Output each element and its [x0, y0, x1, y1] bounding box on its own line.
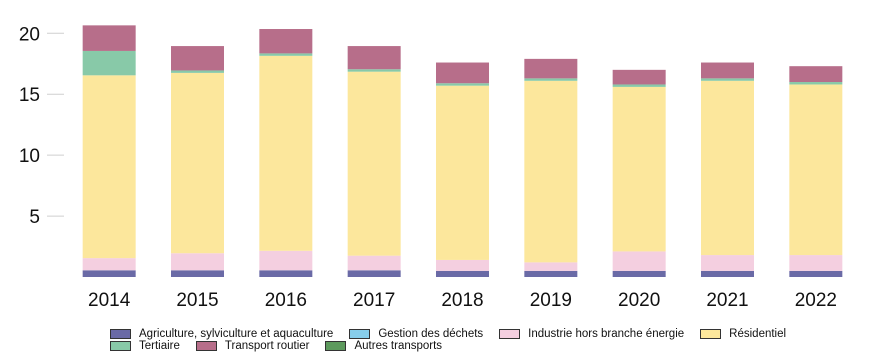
bar-stack-2021	[701, 62, 754, 277]
bar-segment[interactable]	[259, 250, 313, 271]
bar-segment[interactable]	[524, 262, 578, 271]
bar-segment[interactable]	[701, 255, 754, 271]
legend-item-industrie[interactable]: Industrie hors branche énergie	[499, 328, 684, 340]
legend-label-tertiaire: Tertiaire	[139, 340, 180, 352]
bar-segment[interactable]	[524, 270, 578, 277]
legend-item-dechets[interactable]: Gestion des déchets	[349, 328, 483, 340]
y-tick-label: 15	[19, 85, 40, 106]
bar-segment[interactable]	[701, 62, 754, 79]
legend-swatch-transport-routier	[195, 341, 217, 351]
bar-segment[interactable]	[171, 46, 224, 71]
bar-stack-2022	[789, 66, 843, 277]
legend-label-residentiel: Résidentiel	[729, 328, 787, 340]
legend-swatch-industrie	[499, 329, 521, 339]
bar-segment[interactable]	[612, 84, 666, 87]
y-tick-label: 10	[19, 146, 40, 167]
legend-label-industrie: Industrie hors branche énergie	[528, 328, 685, 340]
legend-swatch-agriculture	[110, 329, 131, 339]
bar-stack-2018	[436, 62, 489, 277]
bar-stack-2017	[347, 46, 401, 277]
legend-row-2: Tertiaire Transport routier Autres trans…	[110, 340, 870, 352]
bar-segment[interactable]	[701, 270, 754, 277]
bar-segment[interactable]	[82, 75, 136, 259]
bar-segment[interactable]	[789, 66, 843, 83]
bar-segment[interactable]	[701, 78, 754, 81]
x-tick-label: 2014	[88, 290, 131, 311]
legend-swatch-dechets	[349, 329, 371, 339]
legend-label-transport-routier: Transport routier	[224, 340, 310, 352]
x-tick-label: 2016	[265, 290, 307, 311]
x-tick-label: 2017	[353, 290, 395, 311]
bar-segment[interactable]	[612, 69, 666, 85]
bar-segment[interactable]	[82, 258, 136, 271]
bar-segment[interactable]	[259, 270, 313, 277]
legend-label-dechets: Gestion des déchets	[378, 328, 484, 340]
bar-stack-2015	[171, 46, 224, 277]
legend-swatch-autres-transports	[325, 341, 347, 351]
bar-segment[interactable]	[171, 270, 224, 277]
bar-segment[interactable]	[347, 46, 401, 70]
legend: Agriculture, sylviculture et aquaculture…	[110, 328, 870, 352]
legend-item-tertiaire[interactable]: Tertiaire	[110, 340, 180, 352]
stacked-bar-chart: 5 10 15 20 2014 2015 2016 2017 2018 2019 2020 2021…	[19, 24, 843, 311]
x-tick-label: 2019	[530, 290, 572, 311]
bar-segment[interactable]	[259, 29, 313, 54]
legend-swatch-tertiaire	[110, 341, 131, 351]
bar-segment[interactable]	[171, 253, 224, 271]
legend-label-agriculture: Agriculture, sylviculture et aquaculture	[139, 328, 334, 340]
bar-segment[interactable]	[789, 82, 843, 85]
legend-item-residentiel[interactable]: Résidentiel	[700, 328, 786, 340]
legend-label-autres-transports: Autres transports	[354, 340, 443, 352]
bar-segment[interactable]	[436, 83, 489, 86]
bar-segment[interactable]	[612, 270, 666, 277]
bar-segment[interactable]	[436, 85, 489, 260]
bar-segment[interactable]	[259, 55, 313, 251]
bar-segment[interactable]	[612, 251, 666, 271]
legend-item-agriculture[interactable]: Agriculture, sylviculture et aquaculture	[110, 328, 333, 340]
legend-item-transport-routier[interactable]: Transport routier	[195, 340, 310, 352]
bar-segment[interactable]	[82, 270, 136, 277]
bar-segment[interactable]	[436, 259, 489, 271]
y-tick-label: 5	[29, 207, 40, 228]
bar-segment[interactable]	[436, 270, 489, 277]
bar-segment[interactable]	[347, 255, 401, 271]
bar-segment[interactable]	[612, 86, 666, 252]
y-axis: 5 10 15 20	[19, 24, 64, 228]
bar-stack-2020	[612, 69, 666, 277]
bar-segment[interactable]	[524, 78, 578, 81]
x-tick-label: 2020	[618, 290, 660, 311]
bar-segment[interactable]	[347, 270, 401, 277]
bar-stack-2019	[524, 58, 578, 277]
bar-segment[interactable]	[524, 58, 578, 79]
x-tick-label: 2015	[176, 290, 218, 311]
x-tick-label: 2021	[706, 290, 748, 311]
bar-segment[interactable]	[82, 25, 136, 51]
bar-stack-2014	[82, 25, 136, 277]
bar-segment[interactable]	[789, 270, 843, 277]
bar-segment[interactable]	[171, 70, 224, 73]
legend-item-autres-transports[interactable]: Autres transports	[325, 340, 442, 352]
x-axis: 2014 2015 2016 2017 2018 2019 2020 2021 2022	[88, 290, 837, 311]
x-tick-label: 2018	[441, 290, 483, 311]
bar-segment[interactable]	[436, 62, 489, 84]
bar-segment[interactable]	[789, 255, 843, 271]
legend-row-1: Agriculture, sylviculture et aquaculture…	[110, 328, 870, 340]
bars	[82, 25, 843, 277]
bar-segment[interactable]	[259, 53, 313, 56]
legend-swatch-residentiel	[700, 329, 722, 339]
bar-segment[interactable]	[789, 84, 843, 256]
bar-stack-2016	[259, 29, 313, 277]
bar-segment[interactable]	[347, 69, 401, 72]
bar-segment[interactable]	[524, 80, 578, 263]
bar-segment[interactable]	[701, 80, 754, 256]
bar-segment[interactable]	[82, 50, 136, 76]
y-tick-label: 20	[19, 24, 40, 45]
bar-segment[interactable]	[347, 71, 401, 256]
bar-segment[interactable]	[171, 72, 224, 254]
x-tick-label: 2022	[795, 290, 837, 311]
